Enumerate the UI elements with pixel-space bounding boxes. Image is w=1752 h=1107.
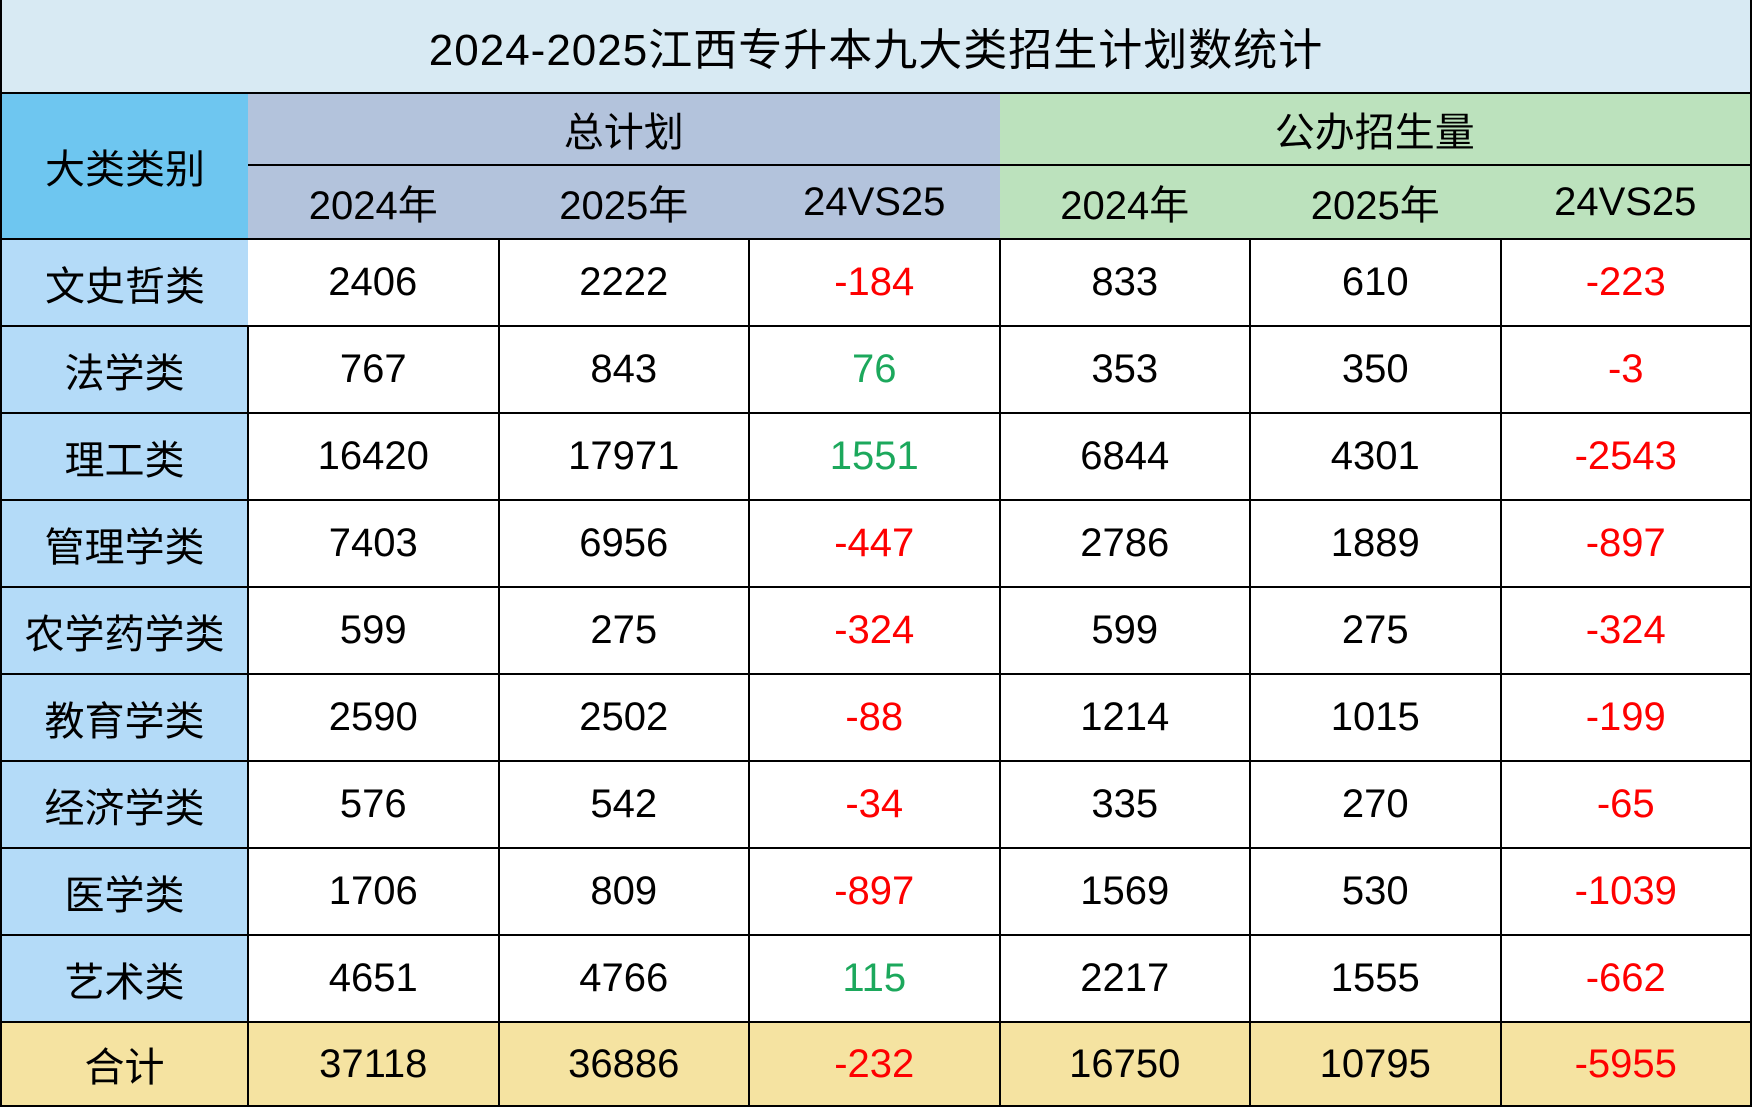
value-cell: 350: [1249, 325, 1502, 414]
delta-cell: -88: [748, 673, 1001, 762]
delta-cell: -232: [748, 1021, 1001, 1107]
delta-cell: -199: [1499, 673, 1752, 762]
corner-header: 大类类别: [0, 92, 248, 240]
delta-cell: -897: [1499, 499, 1752, 588]
value-cell: 1569: [998, 847, 1251, 936]
table-row: 文史哲类 2406 2222 -184 833 610 -223: [0, 238, 1752, 327]
total-row: 合计 37118 36886 -232 16750 10795 -5955: [0, 1021, 1752, 1107]
delta-cell: -184: [748, 238, 1001, 327]
value-cell: 275: [1249, 586, 1502, 675]
delta-cell: -2543: [1499, 412, 1752, 501]
value-cell: 275: [497, 586, 750, 675]
value-cell: 530: [1249, 847, 1502, 936]
year-header-total-vs: 24VS25: [749, 164, 1001, 240]
value-cell: 37118: [247, 1021, 500, 1107]
value-cell: 542: [497, 760, 750, 849]
value-cell: 2786: [998, 499, 1251, 588]
title-row: 2024-2025江西专升本九大类招生计划数统计: [0, 0, 1752, 94]
total-label-cell: 合计: [0, 1021, 249, 1107]
value-cell: 1889: [1249, 499, 1502, 588]
value-cell: 2590: [247, 673, 500, 762]
table-row: 医学类 1706 809 -897 1569 530 -1039: [0, 847, 1752, 936]
value-cell: 2222: [497, 238, 750, 327]
category-cell: 医学类: [0, 847, 249, 936]
value-cell: 599: [998, 586, 1251, 675]
category-cell: 教育学类: [0, 673, 249, 762]
category-cell: 文史哲类: [0, 238, 248, 327]
value-cell: 2406: [247, 238, 500, 327]
value-cell: 833: [998, 238, 1251, 327]
year-header-public-vs: 24VS25: [1500, 164, 1752, 240]
delta-cell: 76: [748, 325, 1001, 414]
value-cell: 599: [247, 586, 500, 675]
delta-cell: -324: [1499, 586, 1752, 675]
value-cell: 6844: [998, 412, 1251, 501]
value-cell: 4766: [497, 934, 750, 1023]
value-cell: 610: [1249, 238, 1502, 327]
value-cell: 809: [497, 847, 750, 936]
category-cell: 经济学类: [0, 760, 249, 849]
value-cell: 16750: [998, 1021, 1251, 1107]
value-cell: 1015: [1249, 673, 1502, 762]
value-cell: 270: [1249, 760, 1502, 849]
value-cell: 335: [998, 760, 1251, 849]
value-cell: 6956: [497, 499, 750, 588]
value-cell: 4301: [1249, 412, 1502, 501]
category-cell: 艺术类: [0, 934, 249, 1023]
value-cell: 7403: [247, 499, 500, 588]
delta-cell: -662: [1499, 934, 1752, 1023]
value-cell: 4651: [247, 934, 500, 1023]
category-cell: 农学药学类: [0, 586, 249, 675]
year-header-public-2025: 2025年: [1250, 164, 1502, 240]
value-cell: 16420: [247, 412, 500, 501]
delta-cell: 1551: [748, 412, 1001, 501]
group-header-total: 总计划: [247, 92, 1000, 166]
value-cell: 843: [497, 325, 750, 414]
table-row: 教育学类 2590 2502 -88 1214 1015 -199: [0, 673, 1752, 762]
category-cell: 法学类: [0, 325, 249, 414]
value-cell: 353: [998, 325, 1251, 414]
delta-cell: -65: [1499, 760, 1752, 849]
category-cell: 管理学类: [0, 499, 249, 588]
group-header-row: 大类类别 总计划 公办招生量: [0, 92, 1752, 240]
delta-cell: -5955: [1499, 1021, 1752, 1107]
value-cell: 1706: [247, 847, 500, 936]
value-cell: 2502: [497, 673, 750, 762]
delta-cell: -223: [1499, 238, 1752, 327]
value-cell: 576: [247, 760, 500, 849]
delta-cell: 115: [748, 934, 1001, 1023]
year-header-public-2024: 2024年: [999, 164, 1251, 240]
table-row: 管理学类 7403 6956 -447 2786 1889 -897: [0, 499, 1752, 588]
table-row: 农学药学类 599 275 -324 599 275 -324: [0, 586, 1752, 675]
delta-cell: -897: [748, 847, 1001, 936]
delta-cell: -34: [748, 760, 1001, 849]
value-cell: 2217: [998, 934, 1251, 1023]
year-header-total-2024: 2024年: [248, 164, 500, 240]
delta-cell: -447: [748, 499, 1001, 588]
value-cell: 1214: [998, 673, 1251, 762]
value-cell: 36886: [497, 1021, 750, 1107]
group-header-public: 公办招生量: [999, 92, 1752, 166]
value-cell: 767: [247, 325, 500, 414]
table-row: 艺术类 4651 4766 115 2217 1555 -662: [0, 934, 1752, 1023]
value-cell: 10795: [1249, 1021, 1502, 1107]
year-header-row: 2024年 2025年 24VS25 2024年 2025年 24VS25: [1, 164, 1752, 240]
value-cell: 1555: [1249, 934, 1502, 1023]
table-row: 理工类 16420 17971 1551 6844 4301 -2543: [0, 412, 1752, 501]
table-row: 经济学类 576 542 -34 335 270 -65: [0, 760, 1752, 849]
page-title: 2024-2025江西专升本九大类招生计划数统计: [0, 0, 1752, 94]
delta-cell: -3: [1499, 325, 1752, 414]
category-cell: 理工类: [0, 412, 249, 501]
table-row: 法学类 767 843 76 353 350 -3: [0, 325, 1752, 414]
delta-cell: -1039: [1499, 847, 1752, 936]
value-cell: 17971: [497, 412, 750, 501]
year-header-total-2025: 2025年: [498, 164, 750, 240]
delta-cell: -324: [748, 586, 1001, 675]
